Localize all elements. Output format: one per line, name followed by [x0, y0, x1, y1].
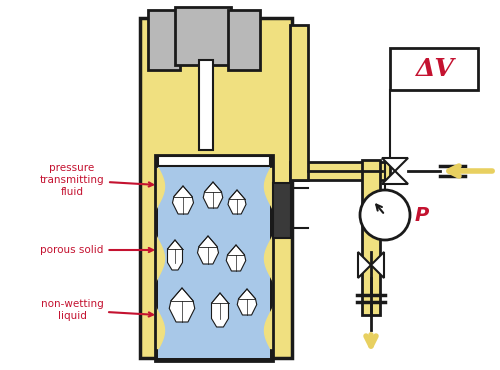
- Polygon shape: [382, 158, 408, 171]
- Polygon shape: [170, 288, 195, 322]
- Polygon shape: [212, 293, 228, 327]
- Polygon shape: [198, 236, 218, 264]
- Text: P: P: [415, 205, 429, 225]
- Text: pressure
transmitting
fluid: pressure transmitting fluid: [40, 164, 153, 196]
- Bar: [148, 10, 180, 70]
- Bar: [390, 48, 478, 90]
- Bar: [140, 18, 292, 358]
- Text: porous solid: porous solid: [40, 245, 153, 255]
- Polygon shape: [172, 186, 194, 214]
- Text: non-wetting
liquid: non-wetting liquid: [40, 299, 153, 321]
- Bar: [362, 160, 380, 315]
- Polygon shape: [382, 171, 408, 184]
- Bar: [199, 60, 213, 150]
- Polygon shape: [228, 190, 246, 214]
- Circle shape: [360, 190, 410, 240]
- Bar: [175, 7, 231, 65]
- Bar: [273, 183, 291, 238]
- Bar: [155, 155, 273, 361]
- Bar: [158, 158, 270, 358]
- Bar: [188, 8, 220, 40]
- Bar: [290, 25, 308, 180]
- Text: ΔV: ΔV: [414, 57, 454, 81]
- Polygon shape: [204, 182, 223, 208]
- Polygon shape: [358, 252, 371, 278]
- Polygon shape: [168, 240, 182, 270]
- Bar: [155, 155, 273, 361]
- Bar: [158, 156, 270, 166]
- Polygon shape: [226, 245, 246, 271]
- Polygon shape: [371, 252, 384, 278]
- Bar: [290, 162, 390, 180]
- Bar: [228, 10, 260, 70]
- Polygon shape: [238, 289, 257, 315]
